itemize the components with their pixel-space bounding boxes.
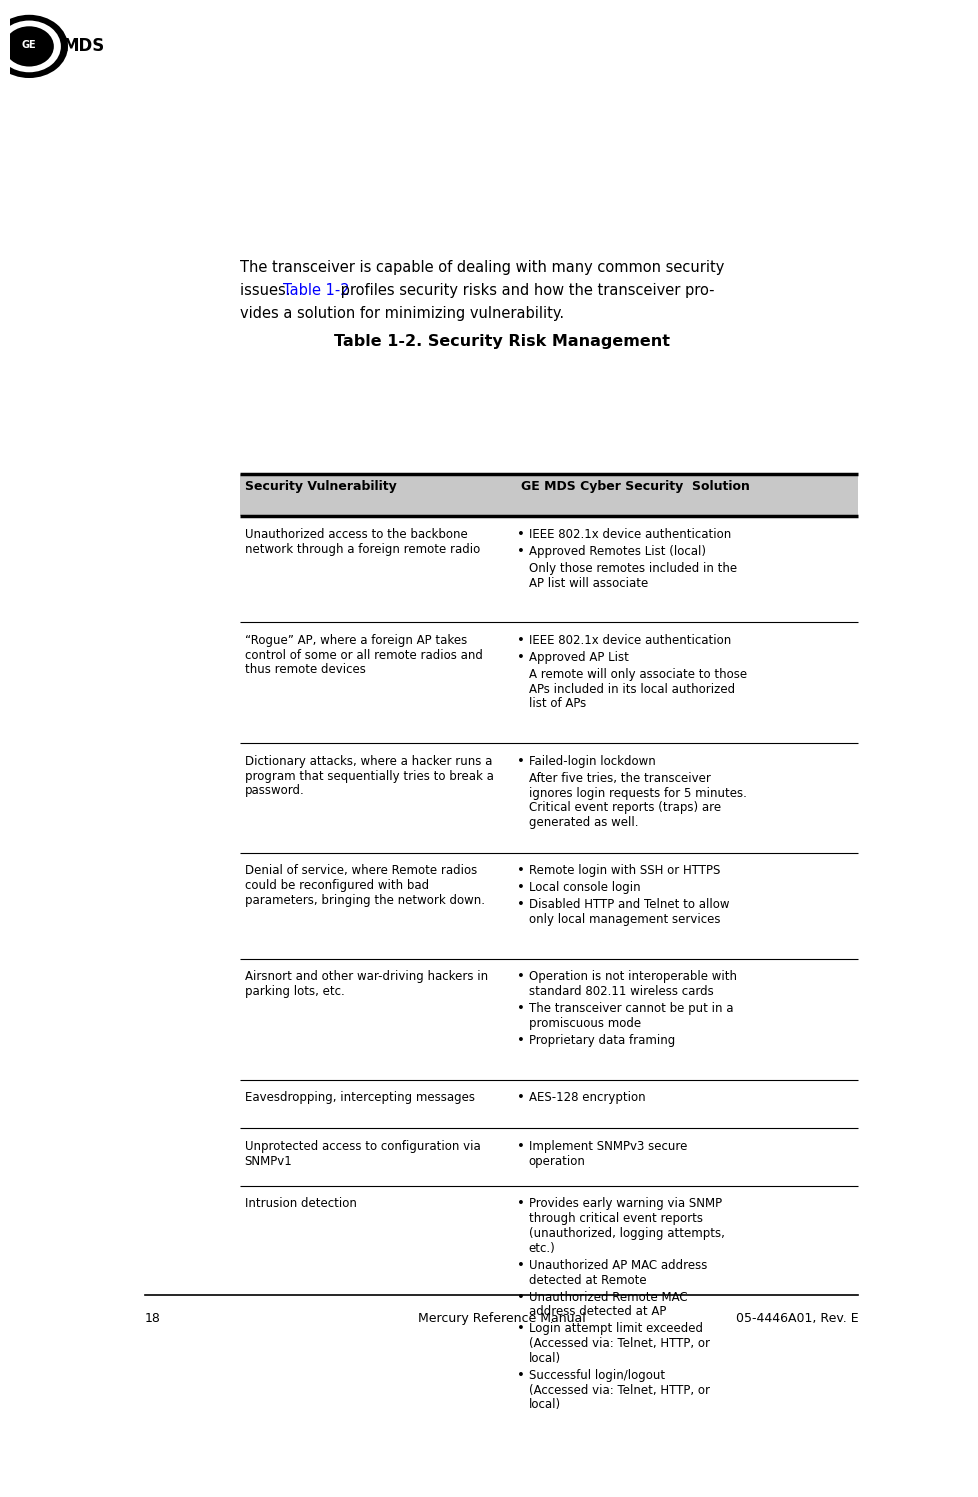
Text: parameters, bringing the network down.: parameters, bringing the network down. <box>244 894 484 907</box>
Text: thus remote devices: thus remote devices <box>244 663 365 677</box>
Text: Login attempt limit exceeded: Login attempt limit exceeded <box>528 1322 702 1335</box>
Text: Denial of service, where Remote radios: Denial of service, where Remote radios <box>244 864 476 877</box>
Circle shape <box>5 27 54 66</box>
Text: Provides early warning via SNMP: Provides early warning via SNMP <box>528 1198 721 1211</box>
Text: •: • <box>516 633 524 647</box>
Text: network through a foreign remote radio: network through a foreign remote radio <box>244 542 479 555</box>
Text: •: • <box>516 1034 524 1046</box>
Text: •: • <box>516 1139 524 1153</box>
Text: •: • <box>516 1290 524 1304</box>
Text: Remote login with SSH or HTTPS: Remote login with SSH or HTTPS <box>528 864 720 877</box>
Text: After five tries, the transceiver: After five tries, the transceiver <box>528 772 710 784</box>
Text: Approved Remotes List (local): Approved Remotes List (local) <box>528 545 705 558</box>
Text: generated as well.: generated as well. <box>528 816 638 829</box>
Text: •: • <box>516 651 524 663</box>
Text: (Accessed via: Telnet, HTTP, or: (Accessed via: Telnet, HTTP, or <box>528 1383 709 1397</box>
Text: Airsnort and other war-driving hackers in: Airsnort and other war-driving hackers i… <box>244 970 487 984</box>
Text: through critical event reports: through critical event reports <box>528 1213 702 1225</box>
Text: •: • <box>516 528 524 540</box>
Text: •: • <box>516 882 524 894</box>
Text: Only those remotes included in the: Only those remotes included in the <box>528 561 736 575</box>
Circle shape <box>0 15 67 78</box>
Text: •: • <box>516 1198 524 1211</box>
Text: A remote will only associate to those: A remote will only associate to those <box>528 668 746 681</box>
Bar <box>240 473 858 516</box>
Text: •: • <box>516 545 524 558</box>
Text: •: • <box>516 970 524 984</box>
Text: •: • <box>516 898 524 912</box>
Text: detected at Remote: detected at Remote <box>528 1274 645 1286</box>
Text: Mercury Reference Manual: Mercury Reference Manual <box>418 1311 585 1325</box>
Text: APs included in its local authorized: APs included in its local authorized <box>528 683 734 696</box>
Text: Eavesdropping, intercepting messages: Eavesdropping, intercepting messages <box>244 1091 474 1105</box>
Text: (unauthorized, logging attempts,: (unauthorized, logging attempts, <box>528 1228 724 1240</box>
Text: IEEE 802.1x device authentication: IEEE 802.1x device authentication <box>528 633 731 647</box>
Text: •: • <box>516 754 524 768</box>
Text: issues.: issues. <box>240 283 294 298</box>
Text: Operation is not interoperable with: Operation is not interoperable with <box>528 970 736 984</box>
Text: etc.): etc.) <box>528 1241 555 1254</box>
Text: •: • <box>516 1368 524 1382</box>
Text: •: • <box>516 1259 524 1272</box>
Text: •: • <box>516 1322 524 1335</box>
Text: GE: GE <box>22 40 36 49</box>
Text: Critical event reports (traps) are: Critical event reports (traps) are <box>528 801 720 814</box>
Text: address detected at AP: address detected at AP <box>528 1305 665 1319</box>
Text: Successful login/logout: Successful login/logout <box>528 1368 664 1382</box>
Text: GE MDS Cyber Security  Solution: GE MDS Cyber Security Solution <box>520 481 749 494</box>
Text: ignores login requests for 5 minutes.: ignores login requests for 5 minutes. <box>528 786 746 799</box>
Text: 18: 18 <box>145 1311 160 1325</box>
Text: MDS: MDS <box>63 37 105 55</box>
Text: standard 802.11 wireless cards: standard 802.11 wireless cards <box>528 985 713 998</box>
Circle shape <box>0 21 61 72</box>
Text: parking lots, etc.: parking lots, etc. <box>244 985 344 998</box>
Text: Table 1-2: Table 1-2 <box>283 283 349 298</box>
Text: Unauthorized Remote MAC: Unauthorized Remote MAC <box>528 1290 687 1304</box>
Text: 05-4446A01, Rev. E: 05-4446A01, Rev. E <box>734 1311 858 1325</box>
Text: Unauthorized AP MAC address: Unauthorized AP MAC address <box>528 1259 706 1272</box>
Text: only local management services: only local management services <box>528 913 720 927</box>
Text: Proprietary data framing: Proprietary data framing <box>528 1034 674 1046</box>
Text: AES-128 encryption: AES-128 encryption <box>528 1091 645 1105</box>
Text: local): local) <box>528 1398 560 1412</box>
Text: IEEE 802.1x device authentication: IEEE 802.1x device authentication <box>528 528 731 540</box>
Text: “Rogue” AP, where a foreign AP takes: “Rogue” AP, where a foreign AP takes <box>244 633 467 647</box>
Text: Unprotected access to configuration via: Unprotected access to configuration via <box>244 1139 480 1153</box>
Text: Unauthorized access to the backbone: Unauthorized access to the backbone <box>244 528 467 540</box>
Text: operation: operation <box>528 1154 585 1168</box>
Text: Dictionary attacks, where a hacker runs a: Dictionary attacks, where a hacker runs … <box>244 754 491 768</box>
Text: promiscuous mode: promiscuous mode <box>528 1016 641 1030</box>
Text: profiles security risks and how the transceiver pro-: profiles security risks and how the tran… <box>336 283 714 298</box>
Text: (Accessed via: Telnet, HTTP, or: (Accessed via: Telnet, HTTP, or <box>528 1337 709 1350</box>
Text: Disabled HTTP and Telnet to allow: Disabled HTTP and Telnet to allow <box>528 898 729 912</box>
Text: local): local) <box>528 1352 560 1365</box>
Text: program that sequentially tries to break a: program that sequentially tries to break… <box>244 769 493 783</box>
Text: •: • <box>516 864 524 877</box>
Text: list of APs: list of APs <box>528 698 586 711</box>
Text: The transceiver cannot be put in a: The transceiver cannot be put in a <box>528 1001 733 1015</box>
Text: vides a solution for minimizing vulnerability.: vides a solution for minimizing vulnerab… <box>240 307 563 322</box>
Text: control of some or all remote radios and: control of some or all remote radios and <box>244 648 482 662</box>
Text: •: • <box>516 1001 524 1015</box>
Text: •: • <box>516 1091 524 1105</box>
Text: SNMPv1: SNMPv1 <box>244 1154 292 1168</box>
Text: Failed-login lockdown: Failed-login lockdown <box>528 754 655 768</box>
Text: Approved AP List: Approved AP List <box>528 651 628 663</box>
Text: Table 1-2. Security Risk Management: Table 1-2. Security Risk Management <box>333 334 669 349</box>
Text: Implement SNMPv3 secure: Implement SNMPv3 secure <box>528 1139 687 1153</box>
Text: AP list will associate: AP list will associate <box>528 576 647 590</box>
Text: Security Vulnerability: Security Vulnerability <box>244 481 396 494</box>
Text: password.: password. <box>244 784 304 798</box>
Text: The transceiver is capable of dealing with many common security: The transceiver is capable of dealing wi… <box>240 260 724 275</box>
Text: Intrusion detection: Intrusion detection <box>244 1198 356 1211</box>
Text: Local console login: Local console login <box>528 882 640 894</box>
Text: could be reconfigured with bad: could be reconfigured with bad <box>244 879 428 892</box>
